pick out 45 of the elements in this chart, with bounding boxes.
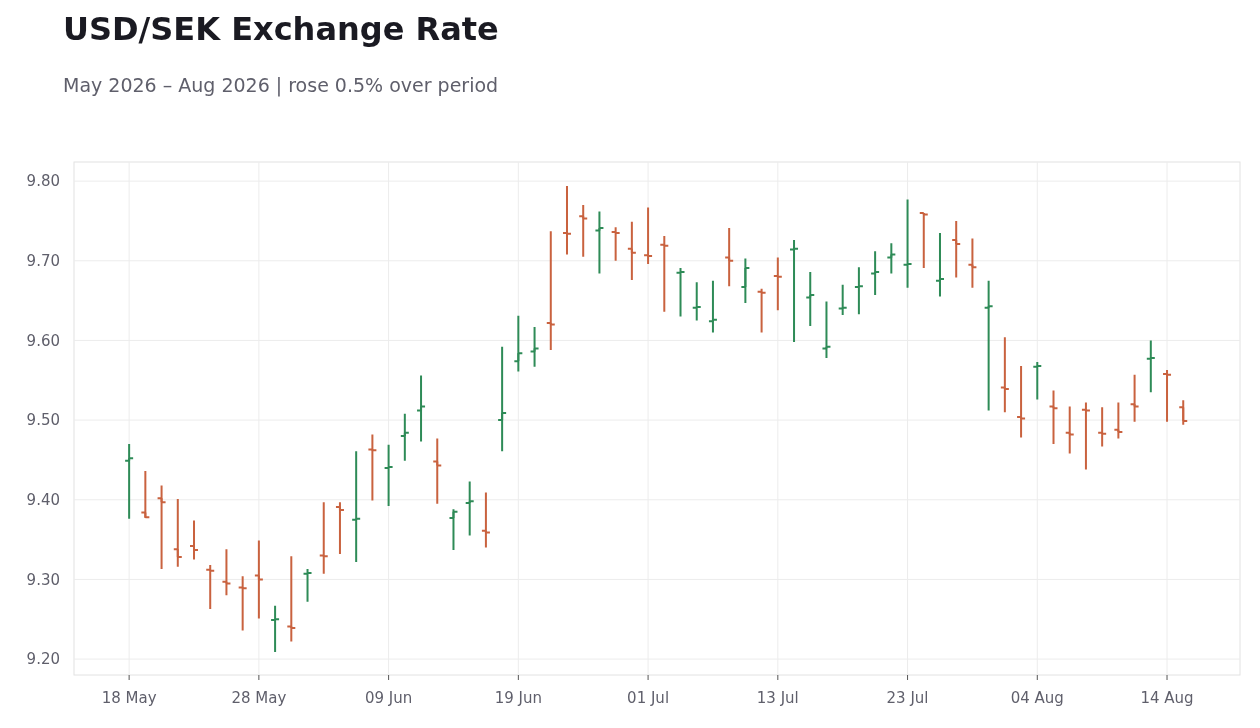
y-tick-label: 9.40 <box>26 491 60 509</box>
candlestick <box>853 266 864 316</box>
candlestick <box>934 231 945 298</box>
x-tick-label: 28 May <box>231 689 287 707</box>
x-tick-label: 18 May <box>101 689 157 707</box>
candlestick <box>383 443 394 508</box>
x-tick-label: 19 Jun <box>494 689 542 707</box>
candlestick <box>902 198 913 289</box>
y-tick-label: 9.30 <box>26 570 60 589</box>
x-tick-label: 01 Jul <box>627 689 670 707</box>
candlestick <box>756 287 767 334</box>
candlestick <box>270 604 281 653</box>
candlestick <box>1048 389 1059 445</box>
x-tick-label: 14 Aug <box>1140 689 1194 707</box>
y-tick-label: 9.80 <box>26 172 60 191</box>
candlestick <box>302 568 313 603</box>
y-tick-label: 9.50 <box>26 411 60 430</box>
candlestick <box>562 184 572 256</box>
y-tick-label: 9.60 <box>26 331 60 350</box>
y-tick-label: 9.20 <box>26 650 60 669</box>
chart-subtitle: May 2026 – Aug 2026 | rose 0.5% over period <box>63 74 499 97</box>
x-tick-label: 23 Jul <box>886 689 929 707</box>
candlestick <box>1080 401 1091 471</box>
candlestick <box>221 548 232 597</box>
candlestick <box>367 433 378 502</box>
candlestick <box>707 279 718 334</box>
y-tick-label: 9.70 <box>26 252 60 271</box>
candlestick <box>1064 405 1075 455</box>
candlestick <box>659 235 670 313</box>
candlestick <box>1032 360 1043 401</box>
x-tick-label: 04 Aug <box>1010 689 1064 707</box>
candlestick <box>675 266 686 318</box>
candlestick <box>837 283 848 316</box>
candlestick <box>1145 339 1156 394</box>
candlestick <box>691 281 702 322</box>
candlestick <box>1162 368 1173 423</box>
candlestick <box>821 300 832 359</box>
candlestick <box>1097 406 1108 448</box>
chart-title: USD/SEK Exchange Rate <box>63 10 499 48</box>
x-tick-label: 13 Jul <box>756 689 799 707</box>
candlestick <box>772 256 783 312</box>
candlestick <box>789 239 800 344</box>
candlestick <box>610 226 621 262</box>
x-tick-label: 09 Jun <box>364 689 413 707</box>
candlestick <box>643 206 654 265</box>
